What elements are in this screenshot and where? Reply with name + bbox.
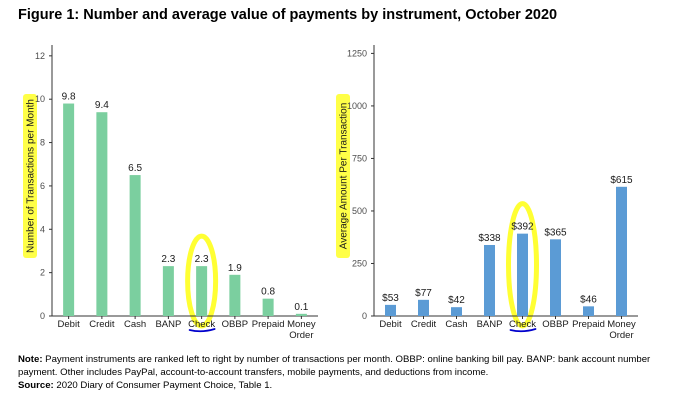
- right-category-label: Check: [509, 319, 536, 330]
- right-category-label: Money Order: [607, 319, 636, 341]
- right-y-tick-label: 250: [352, 258, 367, 268]
- left-y-tick-label: 8: [40, 138, 45, 148]
- left-bar: [295, 313, 307, 316]
- right-y-tick-label: 0: [362, 311, 367, 321]
- average-amount-bar-chart: 0 250 500 750 1000 1250 Average Amount Per Tra…: [336, 45, 638, 341]
- left-bar: [129, 175, 141, 316]
- left-category-label: Check: [188, 319, 215, 330]
- left-data-label: 9.4: [95, 100, 109, 111]
- note-label: Note:: [18, 354, 43, 365]
- right-data-label: $365: [544, 227, 567, 238]
- source-label: Source:: [18, 380, 54, 391]
- left-bar: [229, 274, 241, 316]
- right-bar: [418, 299, 429, 316]
- right-category-label: Credit: [411, 319, 437, 330]
- left-data-label: 0.1: [294, 302, 308, 313]
- right-y-tick-label: 500: [352, 206, 367, 216]
- right-data-label: $77: [415, 288, 432, 299]
- left-data-label: 2.3: [195, 254, 209, 265]
- right-category-label: Cash: [445, 319, 467, 330]
- figure-title: Figure 1: Number and average value of pa…: [18, 7, 558, 23]
- right-y-axis-label: Average Amount Per Transaction: [339, 103, 350, 250]
- left-data-label: 1.9: [228, 263, 242, 274]
- note-text: Payment instruments are ranked left to r…: [18, 354, 651, 378]
- left-category-label-line: Money: [287, 319, 316, 330]
- right-bar: [517, 233, 528, 316]
- left-data-label: 0.8: [261, 287, 275, 298]
- right-check-highlight-circle: [506, 201, 539, 329]
- right-data-label: $338: [478, 233, 501, 244]
- left-category-label: Credit: [89, 319, 115, 330]
- left-category-label: Prepaid: [252, 319, 285, 330]
- left-data-label: 9.8: [62, 92, 76, 103]
- right-category-label-line: Money: [607, 319, 636, 330]
- right-y-tick-label: 750: [352, 153, 367, 163]
- left-y-tick-label: 6: [40, 181, 45, 191]
- right-category-label: Prepaid: [572, 319, 605, 330]
- left-y-tick-label: 4: [40, 224, 45, 234]
- right-category-label: Debit: [379, 319, 402, 330]
- right-bar: [385, 304, 396, 316]
- note-paragraph: Note: Payment instruments are ranked lef…: [18, 353, 683, 379]
- right-check-underline: [509, 328, 537, 333]
- left-ylabel-highlight: [23, 94, 37, 258]
- left-data-label: 2.3: [161, 254, 175, 265]
- left-check-underline: [188, 328, 216, 333]
- left-category-label: Money Order: [287, 319, 316, 341]
- left-bar: [196, 266, 208, 316]
- right-data-label: $392: [511, 222, 534, 233]
- left-category-label-line: Order: [289, 330, 313, 341]
- right-bar: [616, 186, 627, 316]
- right-bar: [484, 244, 495, 316]
- left-y-tick-label: 2: [40, 268, 45, 278]
- right-y-tick-label: 1000: [347, 101, 367, 111]
- right-bar: [451, 307, 462, 316]
- left-bar: [96, 112, 108, 316]
- figure-notes: Note: Payment instruments are ranked lef…: [18, 353, 683, 392]
- source-paragraph: Source: 2020 Diary of Consumer Payment C…: [18, 379, 683, 392]
- right-data-label: $615: [610, 175, 633, 186]
- left-y-tick-label: 12: [35, 51, 45, 61]
- left-category-label: Cash: [124, 319, 146, 330]
- left-bar: [63, 103, 75, 316]
- right-ylabel-highlight: [336, 94, 350, 258]
- right-bar: [550, 239, 561, 316]
- left-category-label: Debit: [58, 319, 81, 330]
- right-y-tick-label: 1250: [347, 48, 367, 58]
- left-y-axis-label: Number of Transactions per Month: [26, 99, 37, 253]
- left-category-label: BANP: [155, 319, 181, 330]
- left-check-highlight-circle: [185, 233, 219, 329]
- right-bar: [583, 306, 594, 316]
- transactions-bar-chart: 0 2 4 6 8 10 12 Number of Transactions per Mont…: [23, 45, 318, 341]
- left-y-tick-label: 10: [35, 94, 45, 104]
- right-category-label-line: Order: [609, 330, 633, 341]
- left-data-label: 6.5: [128, 163, 142, 174]
- right-data-label: $46: [580, 294, 597, 305]
- left-bar: [262, 298, 274, 316]
- left-y-tick-label: 0: [40, 311, 45, 321]
- right-category-label: BANP: [477, 319, 503, 330]
- right-data-label: $42: [448, 295, 465, 306]
- right-data-label: $53: [382, 293, 399, 304]
- left-category-label: OBBP: [222, 319, 248, 330]
- left-bar: [162, 266, 174, 316]
- source-text: 2020 Diary of Consumer Payment Choice, T…: [53, 380, 273, 391]
- right-category-label: OBBP: [542, 319, 568, 330]
